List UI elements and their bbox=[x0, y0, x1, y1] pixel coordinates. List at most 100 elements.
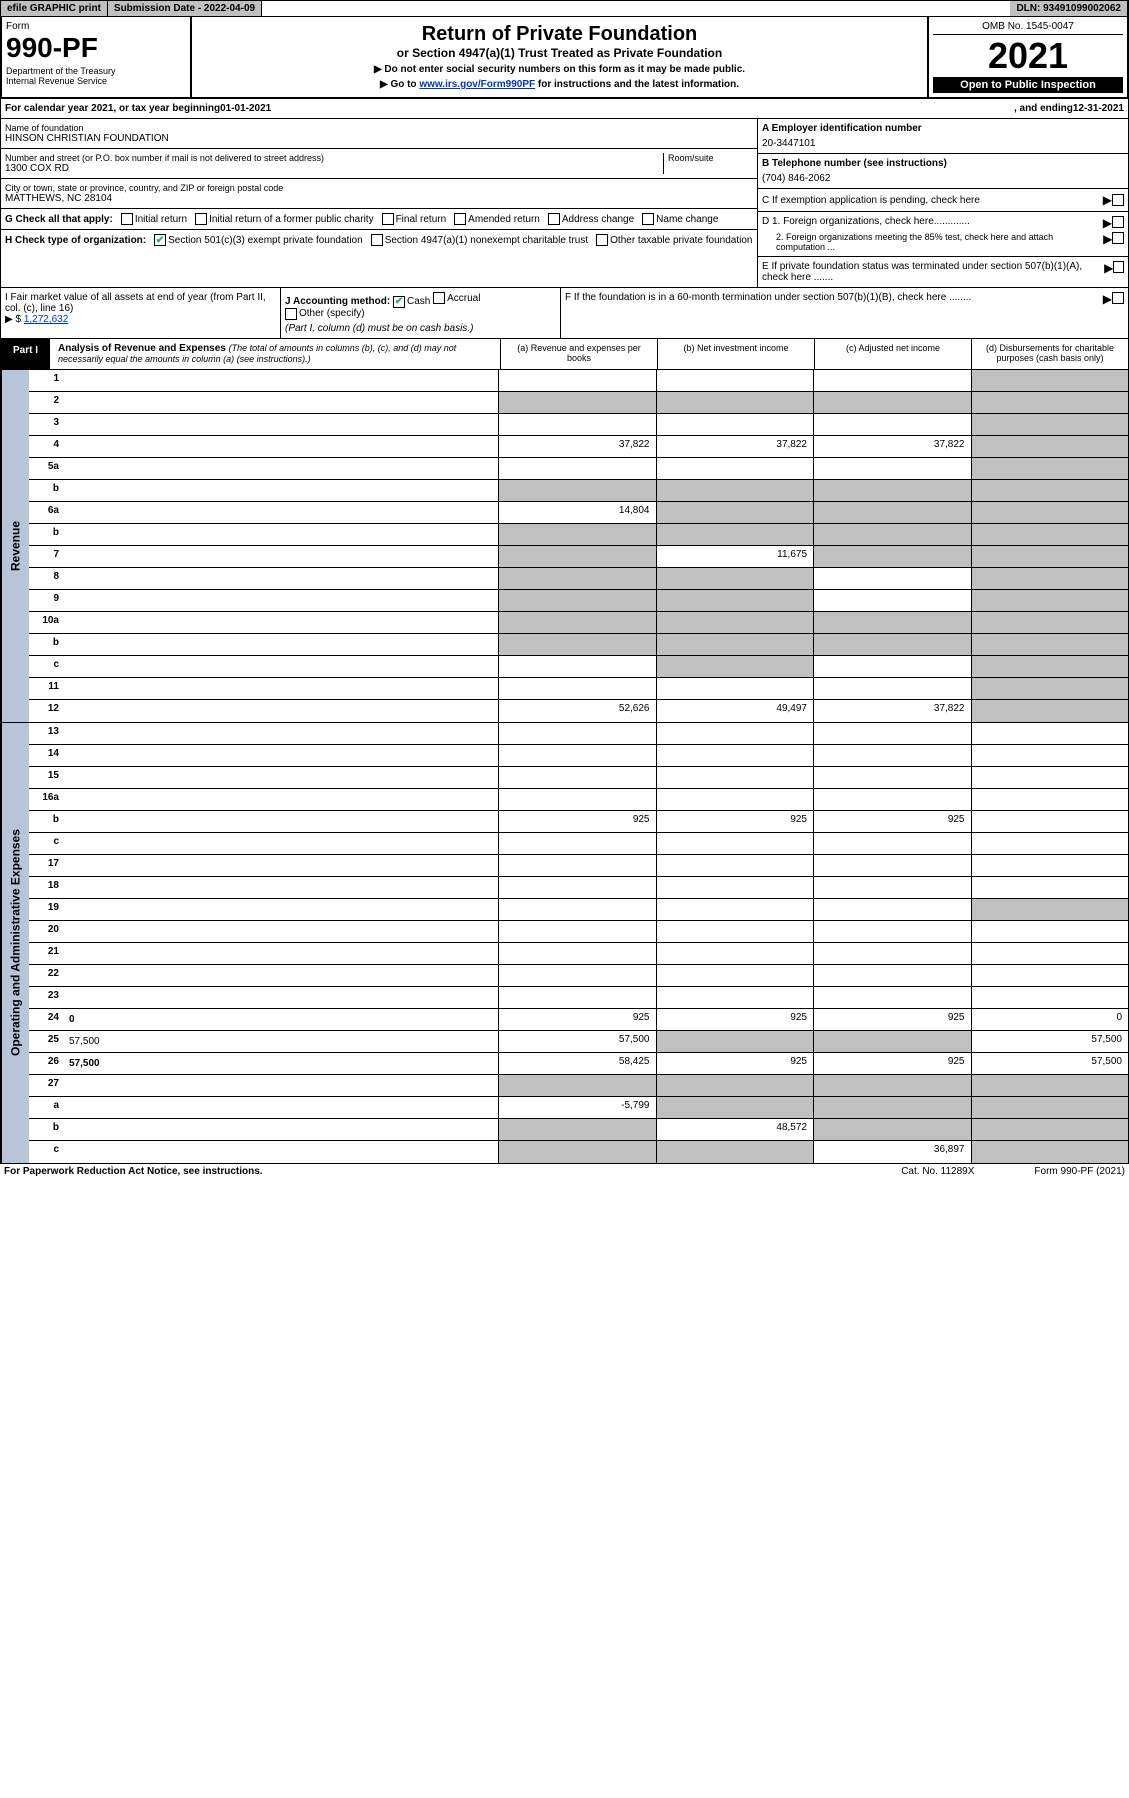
table-row: 9 bbox=[29, 590, 1128, 612]
chk-name-change[interactable]: Name change bbox=[642, 213, 718, 225]
line-number: 7 bbox=[29, 546, 65, 567]
section-g: G Check all that apply: Initial return I… bbox=[1, 209, 757, 230]
line-desc bbox=[65, 899, 499, 920]
cell-c bbox=[814, 392, 972, 413]
chk-4947a1[interactable]: Section 4947(a)(1) nonexempt charitable … bbox=[371, 234, 588, 246]
cell-d bbox=[972, 700, 1129, 722]
cell-d bbox=[972, 965, 1129, 986]
cell-c: 36,897 bbox=[814, 1141, 972, 1163]
chk-final-return[interactable]: Final return bbox=[382, 213, 447, 225]
section-i: I Fair market value of all assets at end… bbox=[1, 288, 281, 338]
revenue-rows: 123437,82237,82237,8225ab6a14,804b711,67… bbox=[29, 370, 1128, 722]
cell-b bbox=[657, 745, 815, 766]
cell-d bbox=[972, 634, 1129, 655]
cell-a bbox=[499, 370, 657, 391]
ein-row: A Employer identification number 20-3447… bbox=[758, 119, 1128, 154]
line-number: 16a bbox=[29, 789, 65, 810]
line-number: 8 bbox=[29, 568, 65, 589]
table-row: b bbox=[29, 480, 1128, 502]
line-number: 5a bbox=[29, 458, 65, 479]
cell-c bbox=[814, 1097, 972, 1118]
submission-date: Submission Date - 2022-04-09 bbox=[108, 1, 262, 16]
cell-d bbox=[972, 1141, 1129, 1163]
irs-link[interactable]: www.irs.gov/Form990PF bbox=[419, 79, 535, 90]
cell-d bbox=[972, 811, 1129, 832]
line-desc: 57,500 bbox=[65, 1031, 499, 1052]
chk-501c3[interactable]: Section 501(c)(3) exempt private foundat… bbox=[154, 234, 363, 246]
cell-d bbox=[972, 656, 1129, 677]
cell-d bbox=[972, 502, 1129, 523]
line-desc bbox=[65, 1119, 499, 1140]
line-number: 18 bbox=[29, 877, 65, 898]
cell-c: 925 bbox=[814, 811, 972, 832]
cell-b: 49,497 bbox=[657, 700, 815, 722]
cell-c bbox=[814, 987, 972, 1008]
table-row: 15 bbox=[29, 767, 1128, 789]
cell-b bbox=[657, 678, 815, 699]
chk-other[interactable]: Other (specify) bbox=[285, 308, 365, 320]
cell-d bbox=[972, 1075, 1129, 1096]
cell-a bbox=[499, 568, 657, 589]
chk-cash[interactable]: Cash bbox=[393, 296, 430, 308]
cell-a bbox=[499, 877, 657, 898]
line-desc bbox=[65, 1141, 499, 1163]
chk-other-taxable[interactable]: Other taxable private foundation bbox=[596, 234, 752, 246]
cell-c bbox=[814, 568, 972, 589]
cell-b bbox=[657, 767, 815, 788]
cell-c bbox=[814, 855, 972, 876]
line-number: 17 bbox=[29, 855, 65, 876]
cell-b bbox=[657, 855, 815, 876]
col-a-hdr: (a) Revenue and expenses per books bbox=[500, 339, 657, 369]
omb-number: OMB No. 1545-0047 bbox=[933, 21, 1123, 35]
dln: DLN: 93491099002062 bbox=[1010, 1, 1128, 16]
chk-accrual[interactable]: Accrual bbox=[433, 292, 480, 304]
chk-initial-return[interactable]: Initial return bbox=[121, 213, 187, 225]
meta-right: A Employer identification number 20-3447… bbox=[758, 119, 1128, 287]
line-number: 10a bbox=[29, 612, 65, 633]
part-tag: Part I bbox=[1, 339, 50, 369]
cell-a bbox=[499, 590, 657, 611]
cell-b bbox=[657, 1075, 815, 1096]
top-bar: efile GRAPHIC print Submission Date - 20… bbox=[0, 0, 1129, 17]
cell-a: 58,425 bbox=[499, 1053, 657, 1074]
cell-b: 925 bbox=[657, 1053, 815, 1074]
chk-60month[interactable] bbox=[1112, 292, 1124, 304]
chk-85pct[interactable] bbox=[1112, 232, 1124, 244]
cell-a: -5,799 bbox=[499, 1097, 657, 1118]
chk-terminated[interactable] bbox=[1113, 261, 1124, 273]
cell-a bbox=[499, 745, 657, 766]
cell-b bbox=[657, 612, 815, 633]
cell-d bbox=[972, 414, 1129, 435]
chk-amended-return[interactable]: Amended return bbox=[454, 213, 540, 225]
cell-c bbox=[814, 767, 972, 788]
chk-exemption-pending[interactable] bbox=[1112, 194, 1124, 206]
col-c-hdr: (c) Adjusted net income bbox=[814, 339, 971, 369]
open-public: Open to Public Inspection bbox=[933, 77, 1123, 93]
cell-d bbox=[972, 370, 1129, 391]
line-number: 3 bbox=[29, 414, 65, 435]
line-number: 22 bbox=[29, 965, 65, 986]
line-desc bbox=[65, 656, 499, 677]
cell-c bbox=[814, 877, 972, 898]
col-b-hdr: (b) Net investment income bbox=[657, 339, 814, 369]
cell-a bbox=[499, 855, 657, 876]
cell-c: 925 bbox=[814, 1053, 972, 1074]
cell-c bbox=[814, 480, 972, 501]
cell-c bbox=[814, 899, 972, 920]
line-desc bbox=[65, 877, 499, 898]
col-d-hdr: (d) Disbursements for charitable purpose… bbox=[971, 339, 1128, 369]
chk-address-change[interactable]: Address change bbox=[548, 213, 634, 225]
cell-a bbox=[499, 546, 657, 567]
table-row: 14 bbox=[29, 745, 1128, 767]
chk-initial-former[interactable]: Initial return of a former public charit… bbox=[195, 213, 374, 225]
line-desc bbox=[65, 480, 499, 501]
cell-d bbox=[972, 745, 1129, 766]
cell-a: 57,500 bbox=[499, 1031, 657, 1052]
table-row: 2 bbox=[29, 392, 1128, 414]
line-number: b bbox=[29, 634, 65, 655]
chk-foreign-org[interactable] bbox=[1112, 216, 1124, 228]
cell-c: 37,822 bbox=[814, 700, 972, 722]
line-number: 15 bbox=[29, 767, 65, 788]
cell-d bbox=[972, 678, 1129, 699]
line-desc bbox=[65, 414, 499, 435]
